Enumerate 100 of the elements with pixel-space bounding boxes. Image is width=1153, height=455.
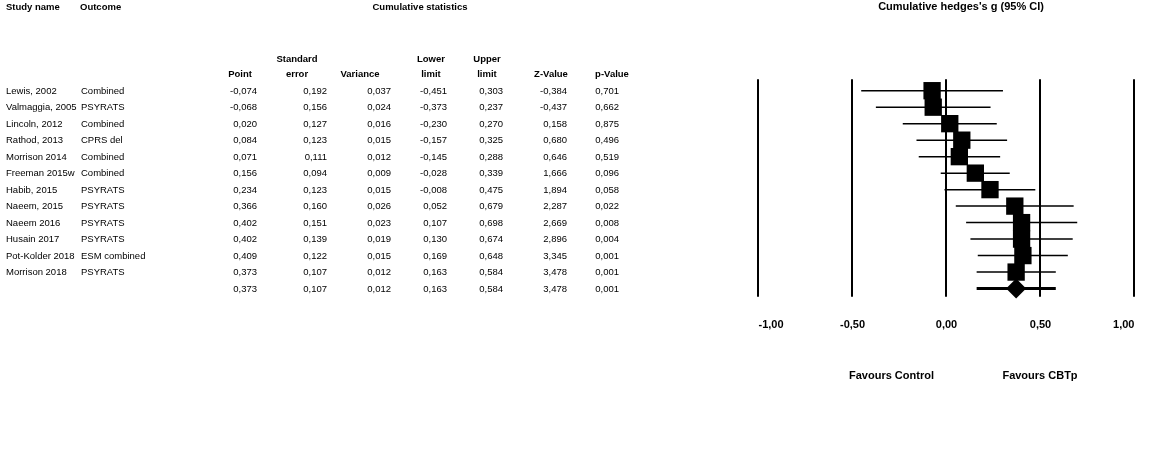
text: 0,037 (367, 84, 391, 96)
text: PSYRATS (81, 266, 125, 278)
text: 0,024 (367, 101, 391, 113)
text: ESM combined (81, 249, 146, 261)
text: -0,384 (540, 84, 567, 96)
category-label: Study name (6, 0, 60, 12)
text: CPRS del (81, 134, 123, 146)
text: Naeem 2016 (6, 216, 61, 228)
chart-title: Cumulative hedges's g (95% CI) (878, 0, 1045, 12)
text: 0,096 (595, 167, 619, 179)
text: 0,270 (479, 117, 503, 129)
point (1012, 213, 1031, 232)
text: 0,584 (479, 266, 503, 278)
text: 0,674 (479, 233, 503, 245)
text: 0,698 (479, 216, 503, 228)
text: Valmaggia, 2005 (6, 101, 77, 113)
text: 0,192 (303, 84, 327, 96)
text: 0,094 (303, 167, 327, 179)
category-label: Upper limit (473, 53, 502, 80)
point (1006, 197, 1024, 215)
text: 0,646 (543, 150, 567, 162)
text: 0,123 (303, 134, 327, 146)
text: Rathod, 2013 (6, 134, 64, 146)
category-label: Standard error (276, 53, 318, 80)
x-tick-label: -1,00 (758, 317, 784, 330)
text: 0,373 (233, 266, 257, 278)
text: 0,475 (479, 183, 503, 195)
text: 0,122 (303, 249, 327, 261)
text: 0,009 (367, 167, 391, 179)
category-label: p-Value (595, 68, 629, 80)
x-tick-label: -0,50 (839, 317, 866, 330)
text: 1,666 (543, 167, 567, 179)
point (1006, 278, 1027, 299)
point (953, 131, 971, 149)
text: 0,402 (233, 233, 257, 245)
category-label: Lower limit (417, 53, 446, 80)
text: Pot-Kolder 2018 (6, 249, 75, 261)
text: 0,339 (479, 167, 503, 179)
point (966, 164, 984, 182)
text: Combined (81, 167, 125, 179)
point (923, 82, 941, 100)
text: 2,896 (543, 233, 567, 245)
text: -0,074 (230, 84, 257, 96)
text: 0,156 (303, 101, 327, 113)
text: 0,016 (367, 117, 391, 129)
text: -0,157 (420, 134, 447, 146)
text: 0,163 (423, 266, 447, 278)
text: 0,373 (233, 282, 257, 294)
text: 0,084 (233, 134, 257, 146)
text: Combined (81, 117, 125, 129)
text: 0,139 (303, 233, 327, 245)
text: 0,325 (479, 134, 503, 146)
text: 0,001 (595, 249, 619, 261)
text: 0,680 (543, 134, 567, 146)
text: 0,019 (367, 233, 391, 245)
text: Freeman 2015w (6, 167, 75, 179)
text: 0,022 (595, 200, 619, 212)
text: 0,071 (233, 150, 257, 162)
text: Morrison 2014 (6, 150, 67, 162)
text: Lewis, 2002 (6, 84, 57, 96)
text: 0,012 (367, 266, 391, 278)
text: 0,158 (543, 117, 567, 129)
text: 3,478 (543, 266, 567, 278)
text: 0,015 (367, 183, 391, 195)
text: 0,015 (367, 134, 391, 146)
text: 0,234 (233, 183, 257, 195)
text: 0,001 (595, 266, 619, 278)
text: 0,519 (595, 150, 619, 162)
text: Husain 2017 (6, 233, 60, 245)
x-tick-label: 0,00 (935, 317, 958, 330)
text: 0,366 (233, 200, 257, 212)
text: 0,123 (303, 183, 327, 195)
text: 0,026 (367, 200, 391, 212)
text: 0,107 (303, 282, 327, 294)
text: -0,068 (230, 101, 257, 113)
text: Habib, 2015 (6, 183, 58, 195)
text: 0,156 (233, 167, 257, 179)
text: Favours CBTp (1002, 368, 1078, 381)
text: Combined (81, 150, 125, 162)
text: Combined (81, 84, 125, 96)
text: 0,163 (423, 282, 447, 294)
text: -0,028 (420, 167, 447, 179)
point (981, 180, 999, 199)
text: -0,437 (540, 101, 567, 113)
text: 0,052 (423, 200, 447, 212)
text: PSYRATS (81, 233, 125, 245)
text: 0,402 (233, 216, 257, 228)
text: PSYRATS (81, 216, 125, 228)
text: 3,478 (543, 282, 567, 294)
text: 0,012 (367, 282, 391, 294)
text: 0,004 (595, 233, 619, 245)
text: -0,451 (420, 84, 447, 96)
text: 0,127 (303, 117, 327, 129)
text: 0,020 (233, 117, 257, 129)
text: 0,023 (367, 216, 391, 228)
x-tick-label: 0,50 (1029, 317, 1052, 330)
text: 0,237 (479, 101, 503, 113)
text: PSYRATS (81, 183, 125, 195)
text: 3,345 (543, 249, 567, 261)
text: 0,496 (595, 134, 619, 146)
